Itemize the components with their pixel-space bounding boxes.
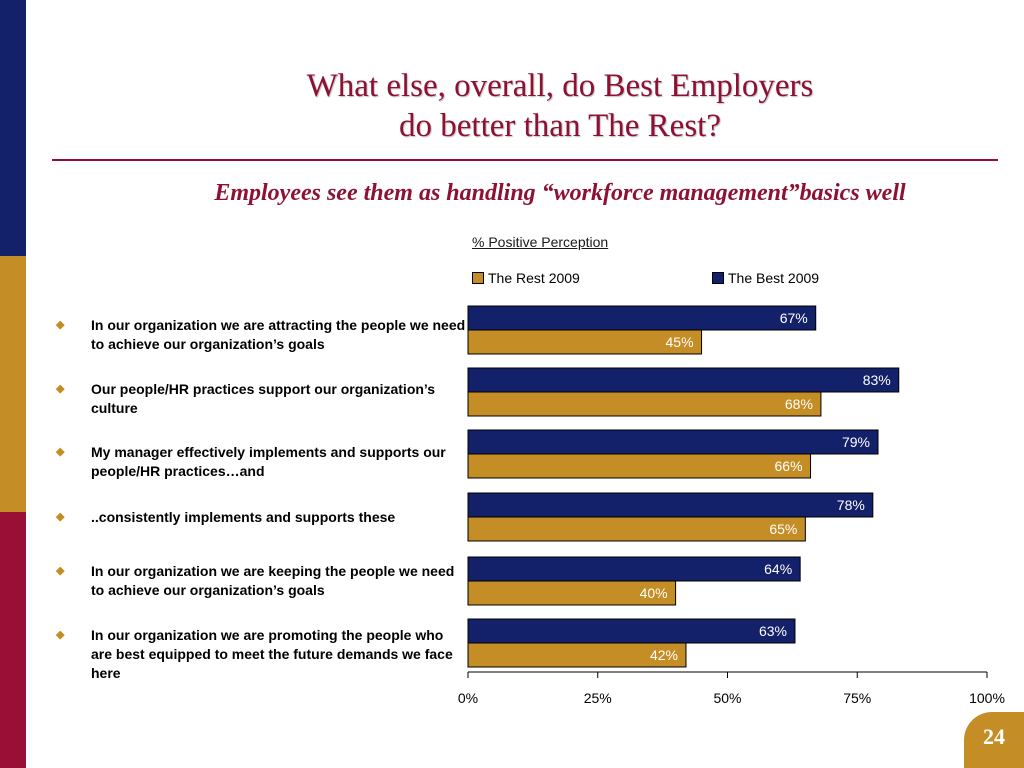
diamond-bullet-icon: ◆: [56, 383, 65, 395]
x-tick-label: 25%: [584, 690, 612, 706]
legend-label-rest: The Rest 2009: [488, 270, 580, 286]
page-number: 24: [964, 712, 1024, 768]
bar-best: [467, 305, 817, 331]
statement-item: ◆ Our people/HR practices support our or…: [56, 380, 466, 418]
bar-best: [467, 556, 801, 582]
diamond-bullet-icon: ◆: [56, 319, 65, 331]
data-label-best: 83%: [863, 372, 891, 388]
statement-text: My manager effectively implements and su…: [91, 444, 446, 479]
data-label-rest: 66%: [775, 458, 803, 474]
statement-item: ◆ My manager effectively implements and …: [56, 443, 466, 481]
diamond-bullet-icon: ◆: [56, 511, 65, 523]
bar-best: [467, 429, 879, 455]
x-tick-label: 0%: [458, 690, 478, 706]
data-label-rest: 65%: [769, 521, 797, 537]
measure-label: % Positive Perception: [472, 234, 609, 250]
bar-rest: [467, 516, 806, 542]
statement-text: ..consistently implements and supports t…: [91, 509, 396, 525]
stripe-bottom: [0, 512, 26, 768]
data-label-rest: 45%: [666, 334, 694, 350]
data-label-rest: 42%: [650, 647, 678, 663]
statement-text: In our organization we are attracting th…: [91, 317, 466, 352]
slide-title-line-1: What else, overall, do Best Employers: [306, 68, 814, 104]
bar-rest: [467, 580, 677, 606]
legend-label-best: The Best 2009: [728, 270, 820, 286]
bar-best: [467, 492, 874, 518]
bar-best: [467, 367, 900, 393]
stripe-middle: [0, 256, 26, 512]
slide-subtitle: Employees see them as handling “workforc…: [214, 180, 906, 206]
statement-item: ◆ In our organization we are attracting …: [56, 316, 466, 354]
x-tick-label: 75%: [843, 690, 871, 706]
legend-swatch-best: [712, 272, 724, 284]
bar-rest: [467, 642, 687, 668]
diamond-bullet-icon: ◆: [56, 446, 65, 458]
slide-title: What else, overall, do Best Employers do…: [60, 66, 1024, 146]
x-tick-label: 50%: [713, 690, 741, 706]
statement-item: ◆ In our organization we are promoting t…: [56, 626, 466, 683]
legend-swatch-rest: [472, 272, 484, 284]
data-label-rest: 40%: [640, 585, 668, 601]
data-label-best: 64%: [764, 561, 792, 577]
statement-text: In our organization we are keeping the p…: [91, 563, 455, 598]
bar-best: [467, 618, 796, 644]
diamond-bullet-icon: ◆: [56, 629, 65, 641]
data-label-best: 67%: [780, 310, 808, 326]
data-label-best: 63%: [759, 623, 787, 639]
statement-text: In our organization we are promoting the…: [91, 627, 453, 681]
diamond-bullet-icon: ◆: [56, 565, 65, 577]
legend-item-rest: The Rest 2009: [472, 270, 580, 286]
x-tick-label: 100%: [969, 690, 1005, 706]
statement-text: Our people/HR practices support our orga…: [91, 381, 436, 416]
slide-title-line-2: do better than The Rest?: [399, 108, 721, 144]
data-label-best: 79%: [842, 434, 870, 450]
bar-rest: [467, 391, 822, 417]
data-label-rest: 68%: [785, 396, 813, 412]
data-label-best: 78%: [837, 497, 865, 513]
bar-rest: [467, 329, 703, 355]
bar-rest: [467, 453, 812, 479]
title-divider: [52, 159, 998, 161]
statement-item: ◆ In our organization we are keeping the…: [56, 562, 466, 600]
legend-item-best: The Best 2009: [712, 270, 819, 286]
statement-item: ◆ ..consistently implements and supports…: [56, 508, 466, 527]
stripe-top: [0, 0, 26, 256]
